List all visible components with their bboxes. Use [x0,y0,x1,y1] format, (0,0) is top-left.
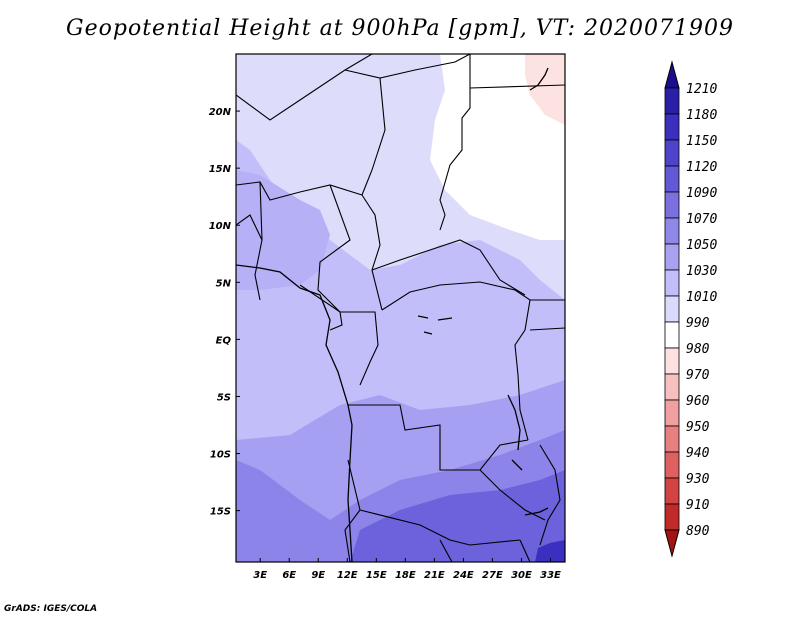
map-frame [235,53,566,563]
colorbar-top-arrow [664,60,680,89]
colorbar-segment [664,503,680,531]
field-white-core [430,54,565,240]
lon-tick-label: 33E [540,570,561,581]
lon-tick-label: 24E [453,570,474,581]
lon-tick-label: 30E [511,570,532,581]
lat-tick-label: 10N [209,221,232,232]
lon-tick-label: 15E [366,570,387,581]
lat-tick-label: 20N [209,107,232,118]
colorbar-level-label: 1150 [686,134,717,149]
colorbar-segment [664,295,680,323]
colorbar-level-label: 960 [686,394,710,409]
colorbar-segment [664,165,680,193]
colorbar-level-label: 1010 [686,290,717,305]
lon-tick-label: 6E [282,570,296,581]
field-west [236,170,330,290]
colorbar-level-label: 1120 [686,160,717,175]
colorbar-segment [664,373,680,401]
colorbar-segment [664,399,680,427]
colorbar-segment [664,425,680,453]
colorbar-level-label: 1030 [686,264,717,279]
colorbar-level-label: 910 [686,498,710,513]
longitude-axis: 3E 6E 9E 12E 15E 18E 21E 24E 27E 30E 33E [253,558,561,581]
lat-tick-label: 5S [217,392,231,403]
lat-tick-label: EQ [216,335,232,346]
colorbar-segment [664,139,680,167]
colorbar-level-label: 1090 [686,186,717,201]
lat-tick-label: 15N [209,164,232,175]
field-pink-corner [525,54,565,125]
lon-tick-label: 27E [482,570,503,581]
colorbar-level-label: 1180 [686,108,717,123]
field-corner [535,540,565,562]
lon-tick-label: 18E [395,570,416,581]
colorbar: 1210 1180 1150 1120 1090 1070 1050 1030 1010 990 9… [664,60,717,558]
colorbar-segment [664,451,680,479]
colorbar-segment [664,87,680,115]
lat-tick-label: 5N [216,278,232,289]
colorbar-level-label: 970 [686,368,710,383]
colorbar-segment [664,191,680,219]
lon-tick-label: 9E [311,570,325,581]
colorbar-level-label: 1070 [686,212,717,227]
colorbar-segment [664,321,680,349]
colorbar-segment [664,113,680,141]
coastline [236,67,549,562]
colorbar-level-label: 1210 [686,82,717,97]
colorbar-level-label: 980 [686,342,710,357]
colorbar-level-label: 890 [686,524,710,539]
latitude-axis: 20N 15N 10N 5N EQ 5S 10S 15S [209,107,240,518]
colorbar-segment [664,217,680,245]
lon-tick-label: 12E [337,570,358,581]
colorbar-level-label: 1050 [686,238,717,253]
colorbar-level-label: 990 [686,316,710,331]
colorbar-segment [664,243,680,271]
lon-tick-label: 3E [253,570,267,581]
country-borders [236,54,565,562]
colorbar-segment [664,269,680,297]
colorbar-segment [664,347,680,375]
grads-credit: GrADS: IGES/COLA [4,604,98,614]
colorbar-level-label: 930 [686,472,710,487]
lat-tick-label: 10S [210,450,231,461]
geopotential-field [236,54,565,562]
colorbar-segment [664,477,680,505]
colorbar-level-label: 950 [686,420,710,435]
colorbar-bottom-arrow [664,529,680,558]
field-deepest [350,470,565,562]
colorbar-level-label: 940 [686,446,710,461]
map-title: Geopotential Height at 900hPa [gpm], VT:… [66,16,734,41]
lon-tick-label: 21E [424,570,445,581]
lat-tick-label: 15S [210,507,231,518]
